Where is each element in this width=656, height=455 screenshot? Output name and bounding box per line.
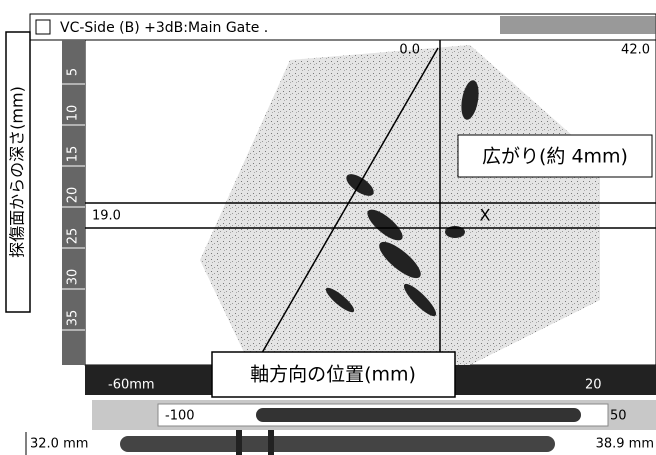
- color-bar: [500, 16, 656, 34]
- depth-tick-label: 35: [66, 310, 81, 327]
- position-tick-label: 20: [585, 378, 602, 393]
- depth-tick-label: 15: [66, 146, 81, 163]
- range-slider[interactable]: [120, 436, 555, 452]
- status-left: 32.0 mm: [30, 437, 88, 452]
- marker: X: [480, 206, 491, 225]
- spread-annotation: 広がり(約 4mm): [482, 146, 628, 168]
- depth-tick-label: 10: [66, 105, 81, 122]
- window-title: VC-Side (B) +3dB:Main Gate .: [60, 20, 268, 36]
- depth-axis-label: 探傷面からの深さ(mm): [8, 86, 27, 258]
- scrollbar-min: -100: [165, 409, 195, 424]
- slider-handle[interactable]: [268, 430, 274, 455]
- scrollbar-thumb[interactable]: [256, 408, 581, 422]
- gate-depth: 19.0: [92, 209, 121, 224]
- angle-end: 42.0: [621, 43, 650, 58]
- depth-tick-label: 5: [66, 68, 81, 76]
- position-tick-label: -60mm: [108, 378, 155, 393]
- window-icon[interactable]: [36, 20, 50, 34]
- scrollbar-max: 50: [610, 409, 627, 424]
- status-right: 38.9 mm: [596, 437, 654, 452]
- depth-tick-label: 30: [66, 269, 81, 286]
- depth-tick-label: 20: [66, 187, 81, 204]
- slider-handle[interactable]: [236, 430, 242, 455]
- angle-start: 0.0: [399, 43, 420, 58]
- position-axis-label: 軸方向の位置(mm): [250, 364, 416, 386]
- screen: VC-Side (B) +3dB:Main Gate . 0.0 42.0 19…: [0, 0, 656, 455]
- depth-tick-label: 25: [66, 228, 81, 245]
